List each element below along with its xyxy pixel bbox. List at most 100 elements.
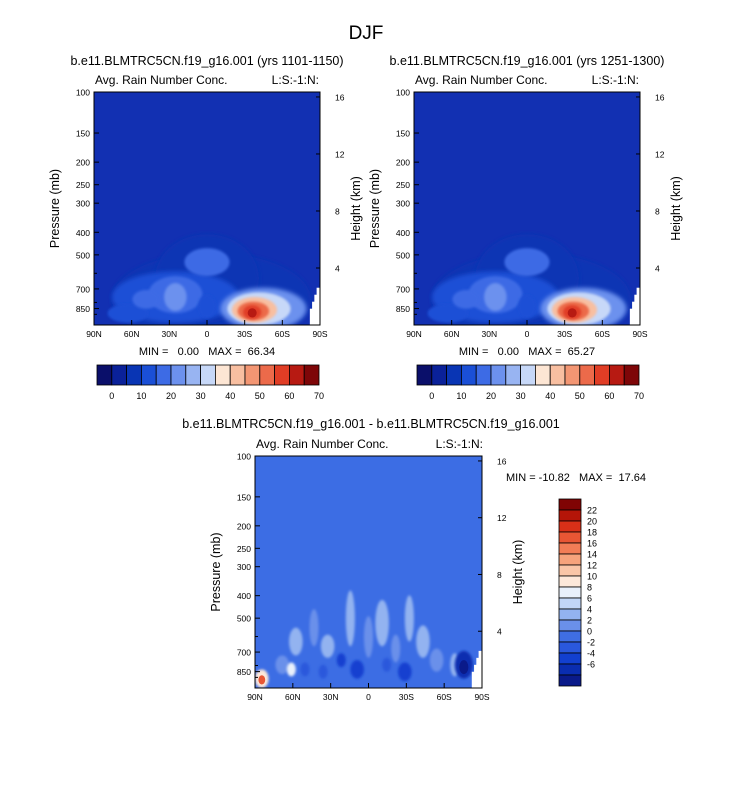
colorbar-label: 4 [587, 605, 592, 615]
colorbar-swatch [558, 586, 582, 599]
y-tick-label: 500 [76, 250, 90, 260]
contour-max [258, 675, 266, 685]
colorbar-swatch [140, 364, 157, 386]
panel-3-variable-label: Avg. Rain Number Conc. [256, 437, 389, 451]
colorbar-label: 50 [255, 391, 265, 401]
x-tick-label: 90N [247, 692, 263, 702]
panel-3: b.e11.BLMTRC5CN.f19_g16.001 - b.e11.BLMT… [182, 417, 646, 702]
y-tick-label: 850 [396, 304, 410, 314]
y-tick-label: 850 [76, 304, 90, 314]
x-tick-label: 0 [205, 329, 210, 339]
colorbar-swatch [594, 364, 610, 386]
panel-2-colorbar: 0 10 20 30 40 50 60 70 [416, 364, 644, 401]
colorbar-label: 10 [136, 391, 146, 401]
x-tick-label: 30S [557, 329, 572, 339]
colorbar-swatch [274, 364, 290, 386]
panel-2: b.e11.BLMTRC5CN.f19_g16.001 (yrs 1251-13… [368, 54, 683, 401]
x-tick-label: 60S [595, 329, 610, 339]
y-tick-label: 850 [237, 667, 251, 677]
contour-fill [107, 234, 311, 325]
y-tick-label: 100 [396, 88, 410, 98]
y-right-axis-title: Height (km) [669, 176, 683, 241]
contour-region [452, 290, 480, 309]
colorbar-label: 10 [587, 572, 597, 582]
y-right-tick-label: 16 [497, 456, 507, 466]
colorbar-swatch [558, 564, 582, 577]
panel-1: b.e11.BLMTRC5CN.f19_g16.001 (yrs 1101-11… [48, 54, 363, 401]
colorbar-label: 20 [587, 517, 597, 527]
colorbar-label: 14 [587, 550, 597, 560]
panel-3-title: b.e11.BLMTRC5CN.f19_g16.001 - b.e11.BLMT… [182, 417, 560, 431]
colorbar-swatch [288, 364, 305, 386]
contour-region [197, 294, 217, 319]
colorbar-swatch [200, 364, 216, 386]
contour-region [107, 304, 149, 323]
y-tick-label: 700 [76, 284, 90, 294]
colorbar-swatch [535, 364, 551, 386]
contour-anomaly [318, 664, 328, 679]
colorbar-swatch [446, 364, 462, 386]
panel-1-title: b.e11.BLMTRC5CN.f19_g16.001 (yrs 1101-11… [70, 54, 343, 68]
colorbar-swatch [558, 674, 582, 687]
colorbar-label: 2 [587, 616, 592, 626]
colorbar-swatch [170, 364, 187, 386]
terrain-mask [471, 671, 482, 688]
y-tick-label: 150 [396, 129, 410, 139]
panel-1-variable-label: Avg. Rain Number Conc. [95, 73, 228, 87]
colorbar-swatch [475, 364, 492, 386]
y-right-tick-label: 4 [655, 263, 660, 273]
colorbar-label: 0 [429, 391, 434, 401]
colorbar-label: 20 [166, 391, 176, 401]
colorbar-swatch [460, 364, 477, 386]
contour-region [427, 304, 469, 323]
x-tick-label: 90N [406, 329, 422, 339]
y-right-tick-label: 8 [655, 206, 660, 216]
y-right-tick-label: 4 [335, 263, 340, 273]
colorbar-label: 20 [486, 391, 496, 401]
x-tick-label: 90S [312, 329, 327, 339]
colorbar-swatch [126, 364, 142, 386]
contour-max [567, 308, 577, 318]
y-tick-label: 150 [237, 492, 251, 502]
colorbar-swatch [564, 364, 581, 386]
x-tick-label: 90S [474, 692, 489, 702]
contour-anomaly [404, 595, 414, 642]
y-tick-label: 700 [237, 648, 251, 658]
y-tick-label: 200 [396, 158, 410, 168]
y-right-tick-label: 16 [655, 92, 665, 102]
colorbar-swatch [558, 553, 582, 566]
colorbar-label: 70 [314, 391, 324, 401]
colorbar-label: 60 [604, 391, 614, 401]
y-tick-label: 250 [396, 180, 410, 190]
y-tick-label: 200 [237, 521, 251, 531]
colorbar-swatch [558, 652, 582, 665]
colorbar-label: 70 [634, 391, 644, 401]
contour-fill [255, 590, 473, 688]
colorbar-label: 22 [587, 506, 597, 516]
colorbar-swatch [244, 364, 261, 386]
y-tick-label: 200 [76, 158, 90, 168]
y-tick-label: 400 [396, 228, 410, 238]
terrain-mask [629, 308, 640, 325]
contour-fill [427, 234, 631, 325]
x-tick-label: 0 [525, 329, 530, 339]
contour-region [132, 290, 160, 309]
colorbar-label: -2 [587, 638, 595, 648]
y-right-axis-title: Height (km) [511, 540, 525, 605]
y-axis-title: Pressure (mb) [209, 532, 223, 611]
colorbar-swatch [558, 531, 582, 544]
colorbar-swatch [579, 364, 595, 386]
colorbar-swatch [259, 364, 275, 386]
y-tick-label: 300 [76, 199, 90, 209]
y-right-tick-label: 12 [335, 149, 345, 159]
x-tick-label: 60N [444, 329, 460, 339]
contour-anomaly [275, 655, 290, 675]
x-tick-label: 90N [86, 329, 102, 339]
colorbar-swatch [155, 364, 172, 386]
contour-anomaly [345, 590, 355, 647]
panel-1-level-label: L:S:-1:N: [272, 73, 319, 87]
colorbar-label: 12 [587, 561, 597, 571]
panel-1-stats: MIN = 0.00 MAX = 66.34 [139, 346, 275, 358]
contour-region [517, 294, 537, 319]
